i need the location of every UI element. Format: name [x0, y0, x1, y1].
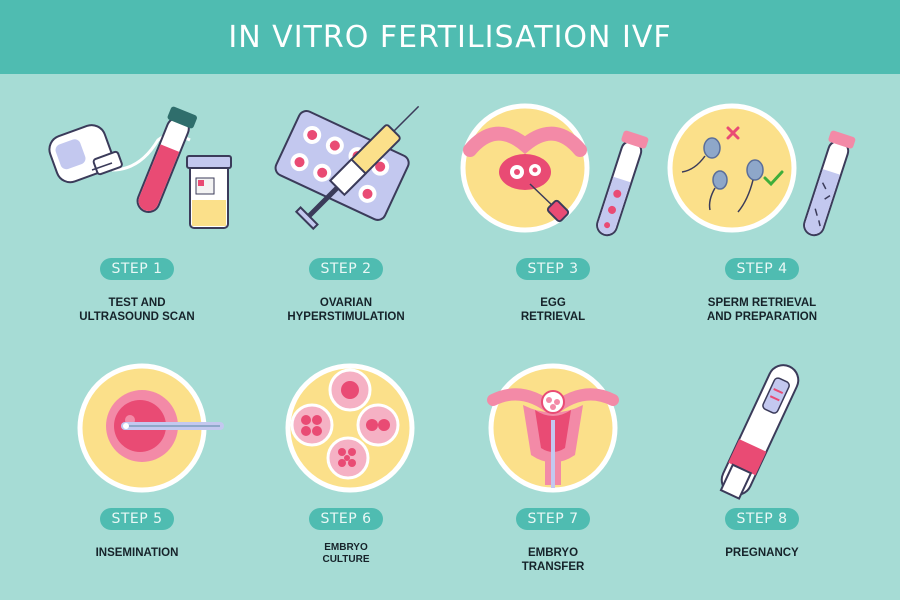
step-6-caption: EMBRYO CULTURE — [322, 542, 370, 565]
step-6: STEP 6 EMBRYO CULTURE — [246, 508, 446, 566]
sperm-selection-icon — [667, 103, 797, 233]
step-7-badge: STEP 7 — [516, 508, 590, 530]
step-5: STEP 5 INSEMINATION — [37, 508, 237, 560]
step-5-illustration — [77, 363, 224, 493]
step-8-caption: PREGNANCY — [725, 547, 799, 559]
step-5-badge: STEP 5 — [100, 508, 174, 530]
step-4-badge: STEP 4 — [725, 258, 799, 280]
step-4: STEP 4 SPERM RETRIEVAL AND PREPARATION — [662, 258, 862, 324]
page-title: IN VITRO FERTILISATION IVF — [228, 19, 672, 55]
ovary-needle-icon — [460, 103, 590, 233]
step-6-badge: STEP 6 — [309, 508, 383, 530]
uterus-icon — [487, 363, 619, 493]
step-1-illustration — [48, 106, 232, 229]
egg-tube-icon — [596, 130, 649, 237]
ultrasound-probe-icon — [48, 124, 191, 184]
step-1: STEP 1 TEST AND ULTRASOUND SCAN — [37, 258, 237, 324]
pregnancy-test-icon — [719, 364, 800, 500]
embryo-cells-icon — [285, 363, 415, 493]
header-bar: IN VITRO FERTILISATION IVF — [0, 0, 900, 74]
step-7-caption: EMBRYO TRANSFER — [521, 547, 585, 573]
pill-blister-icon — [274, 110, 410, 221]
sperm-tube-icon — [803, 130, 856, 237]
egg-injection-icon — [77, 363, 224, 493]
step-2-caption: OVARIAN HYPERSTIMULATION — [287, 297, 405, 323]
step-7-illustration — [487, 363, 619, 493]
step-2-illustration — [274, 105, 420, 231]
blood-tube-icon — [136, 106, 197, 213]
step-8-badge: STEP 8 — [725, 508, 799, 530]
step-1-caption: TEST AND ULTRASOUND SCAN — [79, 297, 195, 323]
step-5-caption: INSEMINATION — [95, 547, 179, 559]
step-8: STEP 8 PREGNANCY — [662, 508, 862, 560]
step-3-caption: EGG RETRIEVAL — [520, 297, 586, 323]
step-3-illustration — [460, 103, 649, 237]
step-3: STEP 3 EGG RETRIEVAL — [453, 258, 653, 324]
step-4-illustration — [667, 103, 856, 237]
step-8-illustration — [719, 364, 800, 500]
step-2-badge: STEP 2 — [309, 258, 383, 280]
syringe-icon — [294, 105, 420, 231]
specimen-jar-icon — [186, 155, 232, 229]
step-7: STEP 7 EMBRYO TRANSFER — [453, 508, 653, 574]
step-2: STEP 2 OVARIAN HYPERSTIMULATION — [246, 258, 446, 324]
step-1-badge: STEP 1 — [100, 258, 174, 280]
step-3-badge: STEP 3 — [516, 258, 590, 280]
step-6-illustration — [285, 363, 415, 493]
step-4-caption: SPERM RETRIEVAL AND PREPARATION — [706, 297, 818, 323]
